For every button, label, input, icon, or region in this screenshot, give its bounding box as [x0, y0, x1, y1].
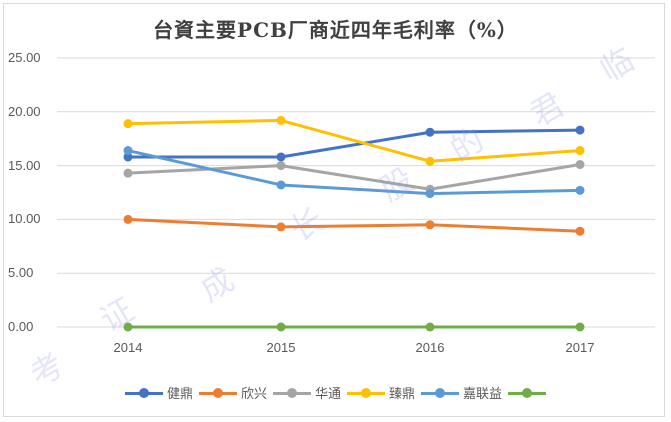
y-tick-label: 15.00	[8, 157, 41, 173]
data-point	[123, 152, 133, 162]
legend-marker-icon	[421, 387, 460, 399]
data-point	[276, 152, 286, 162]
y-tick-label: 5.00	[8, 265, 34, 281]
data-point	[575, 160, 585, 170]
data-point	[123, 214, 133, 224]
series-line	[123, 115, 585, 166]
legend-marker-icon	[124, 387, 163, 399]
data-point	[123, 119, 133, 129]
data-point	[575, 146, 585, 156]
y-tick-label: 20.00	[8, 103, 41, 119]
x-tick-label: 2017	[565, 340, 595, 355]
y-tick-label: 10.00	[8, 211, 41, 227]
legend-marker-icon	[272, 387, 311, 399]
legend-item	[508, 387, 547, 399]
x-tick-label: 2014	[113, 340, 143, 355]
data-point	[276, 115, 286, 125]
legend-item: 华通	[272, 383, 341, 402]
y-tick-label: 0.00	[8, 319, 34, 334]
data-point	[123, 146, 133, 156]
legend-marker-icon	[508, 387, 547, 399]
x-tick-label: 2016	[415, 340, 445, 355]
legend-marker-icon	[198, 387, 237, 399]
y-tick-label: 25.00	[8, 50, 41, 65]
data-point	[276, 180, 286, 190]
data-point	[425, 322, 435, 332]
data-point	[425, 189, 435, 199]
data-point	[575, 185, 585, 195]
data-point	[276, 161, 286, 171]
legend-label: 华通	[314, 387, 341, 402]
data-point	[425, 220, 435, 230]
legend-label: 健鼎	[166, 387, 193, 402]
chart-frame	[3, 3, 665, 417]
data-point	[575, 322, 585, 332]
chart-legend: 健鼎 欣兴 华通 臻鼎 嘉联益	[0, 383, 671, 402]
data-point	[123, 322, 133, 332]
data-point	[575, 125, 585, 135]
data-point	[123, 168, 133, 178]
series-line	[123, 214, 585, 236]
legend-label: 欣兴	[240, 387, 267, 402]
legend-item: 欣兴	[198, 383, 267, 402]
data-point	[425, 156, 435, 166]
series-line	[123, 146, 585, 199]
x-tick-label: 2015	[266, 340, 296, 355]
data-point	[276, 222, 286, 232]
series-line	[123, 125, 585, 162]
data-point	[276, 322, 286, 332]
legend-label: 臻鼎	[389, 387, 416, 402]
data-point	[425, 127, 435, 137]
chart-title: 台資主要PCB厂商近四年毛利率（%）	[153, 18, 518, 42]
legend-item: 嘉联益	[421, 383, 502, 402]
legend-item: 健鼎	[124, 383, 193, 402]
legend-marker-icon	[347, 387, 385, 399]
legend-label: 嘉联益	[463, 387, 503, 402]
series-line	[123, 322, 585, 332]
data-point	[575, 226, 585, 236]
legend-item: 臻鼎	[347, 383, 415, 402]
